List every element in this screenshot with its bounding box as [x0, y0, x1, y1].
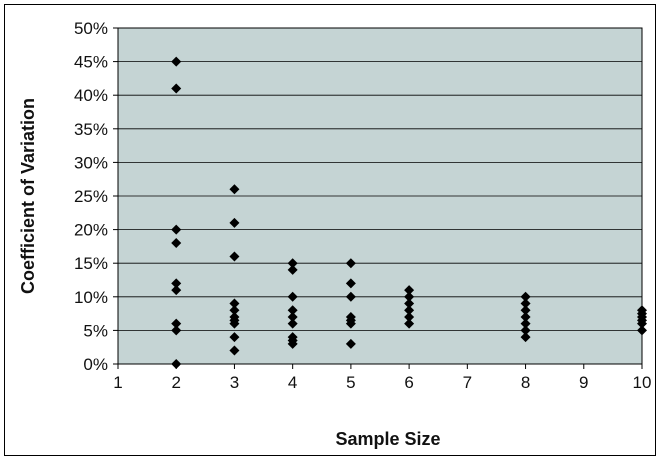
data-point [520, 325, 531, 336]
data-point [345, 278, 356, 289]
y-tick-label: 5% [83, 321, 108, 340]
x-axis-title: Sample Size [335, 429, 440, 449]
data-point [171, 56, 182, 67]
data-point [229, 184, 240, 195]
data-point [229, 251, 240, 262]
x-tick-label: 6 [404, 373, 413, 392]
data-point [229, 305, 240, 316]
data-point [229, 332, 240, 343]
y-tick-label: 20% [74, 221, 108, 240]
x-tick-label: 7 [463, 373, 472, 392]
data-point [637, 318, 647, 329]
data-point [287, 291, 298, 302]
x-tick-label: 10 [633, 373, 652, 392]
data-point [520, 318, 531, 329]
data-point [287, 258, 298, 269]
data-point [171, 359, 182, 369]
y-tick-label: 15% [74, 254, 108, 273]
data-point [171, 83, 182, 94]
y-tick-label: 30% [74, 153, 108, 172]
data-point [287, 264, 298, 275]
x-tick-label: 1 [113, 373, 122, 392]
data-point [171, 325, 182, 336]
x-tick-label: 2 [171, 373, 180, 392]
data-point [171, 238, 182, 249]
data-point [404, 285, 415, 296]
data-point [520, 305, 531, 316]
data-point [229, 298, 240, 309]
data-point [520, 332, 531, 343]
data-point [404, 305, 415, 316]
y-tick-label: 10% [74, 288, 108, 307]
y-tick-label: 25% [74, 187, 108, 206]
data-point [287, 338, 298, 349]
data-point [345, 291, 356, 302]
data-point [404, 298, 415, 309]
data-point [171, 318, 182, 329]
data-point [345, 338, 356, 349]
data-point [287, 311, 298, 322]
y-tick-label: 0% [83, 355, 108, 374]
y-tick-label: 40% [74, 86, 108, 105]
data-point [520, 311, 531, 322]
x-tick-label: 8 [521, 373, 530, 392]
data-point [229, 345, 240, 356]
data-point [171, 224, 182, 235]
x-tick-label: 3 [230, 373, 239, 392]
x-tick-label: 5 [346, 373, 355, 392]
data-point [637, 325, 647, 336]
x-tick-label: 4 [288, 373, 297, 392]
data-point [404, 291, 415, 302]
data-point [404, 311, 415, 322]
y-tick-label: 50% [74, 19, 108, 38]
data-point [171, 285, 182, 296]
data-point [171, 278, 182, 289]
data-point [520, 298, 531, 309]
y-tick-label: 45% [74, 53, 108, 72]
y-axis-title: Coefficient of Variation [18, 98, 38, 294]
data-point [345, 258, 356, 269]
data-point [287, 318, 298, 329]
data-point [287, 305, 298, 316]
y-tick-label: 35% [74, 120, 108, 139]
data-point [404, 318, 415, 329]
data-point [520, 291, 531, 302]
x-tick-label: 9 [579, 373, 588, 392]
data-point [229, 318, 240, 329]
data-point [229, 217, 240, 228]
data-point [345, 318, 356, 329]
